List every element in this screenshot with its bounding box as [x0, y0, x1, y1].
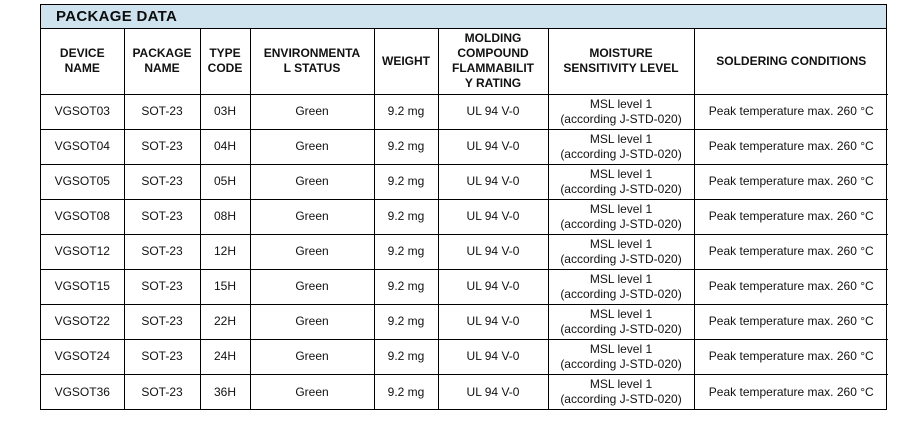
cell-flammability-rating: UL 94 V-0 [437, 93, 549, 130]
table-row: VGSOT08 SOT-23 08H Green 9.2 mg UL 94 V-… [41, 198, 888, 235]
column-header-environmental-status: ENVIRONMENTA L STATUS [249, 29, 375, 95]
table-body: VGSOT03 SOT-23 03H Green 9.2 mg UL 94 V-… [41, 93, 888, 409]
cell-package-name: SOT-23 [123, 233, 201, 270]
cell-type-code: 36H [199, 373, 251, 409]
table-row: VGSOT24 SOT-23 24H Green 9.2 mg UL 94 V-… [41, 338, 888, 375]
cell-soldering-conditions: Peak temperature max. 260 °C [693, 163, 888, 200]
cell-soldering-conditions: Peak temperature max. 260 °C [693, 93, 888, 130]
cell-package-name: SOT-23 [123, 93, 201, 130]
package-data-table: PACKAGE DATA DEVICE NAME PACKAGE NAME TY… [40, 4, 888, 410]
cell-moisture-sensitivity-level: MSL level 1 (according J-STD-020) [547, 233, 695, 270]
cell-moisture-sensitivity-level: MSL level 1 (according J-STD-020) [547, 93, 695, 130]
cell-flammability-rating: UL 94 V-0 [437, 373, 549, 409]
cell-moisture-sensitivity-level: MSL level 1 (according J-STD-020) [547, 303, 695, 340]
cell-device-name: VGSOT05 [41, 163, 125, 200]
cell-environmental-status: Green [249, 163, 375, 200]
cell-weight: 9.2 mg [373, 268, 439, 305]
table-row: VGSOT22 SOT-23 22H Green 9.2 mg UL 94 V-… [41, 303, 888, 340]
cell-environmental-status: Green [249, 233, 375, 270]
column-header-soldering-conditions: SOLDERING CONDITIONS [693, 29, 888, 95]
cell-weight: 9.2 mg [373, 233, 439, 270]
cell-soldering-conditions: Peak temperature max. 260 °C [693, 128, 888, 165]
cell-moisture-sensitivity-level: MSL level 1 (according J-STD-020) [547, 163, 695, 200]
cell-type-code: 15H [199, 268, 251, 305]
cell-device-name: VGSOT12 [41, 233, 125, 270]
cell-device-name: VGSOT08 [41, 198, 125, 235]
cell-weight: 9.2 mg [373, 198, 439, 235]
cell-type-code: 05H [199, 163, 251, 200]
table-title: PACKAGE DATA [41, 5, 886, 29]
table-header-row: DEVICE NAME PACKAGE NAME TYPE CODE ENVIR… [41, 29, 888, 95]
cell-soldering-conditions: Peak temperature max. 260 °C [693, 373, 888, 409]
table-row: VGSOT03 SOT-23 03H Green 9.2 mg UL 94 V-… [41, 93, 888, 130]
cell-type-code: 08H [199, 198, 251, 235]
cell-type-code: 04H [199, 128, 251, 165]
cell-moisture-sensitivity-level: MSL level 1 (according J-STD-020) [547, 373, 695, 409]
cell-flammability-rating: UL 94 V-0 [437, 303, 549, 340]
cell-environmental-status: Green [249, 198, 375, 235]
cell-weight: 9.2 mg [373, 373, 439, 409]
cell-environmental-status: Green [249, 303, 375, 340]
cell-device-name: VGSOT24 [41, 338, 125, 375]
cell-device-name: VGSOT22 [41, 303, 125, 340]
cell-environmental-status: Green [249, 93, 375, 130]
table-row: VGSOT15 SOT-23 15H Green 9.2 mg UL 94 V-… [41, 268, 888, 305]
cell-package-name: SOT-23 [123, 338, 201, 375]
cell-type-code: 22H [199, 303, 251, 340]
table-row: VGSOT04 SOT-23 04H Green 9.2 mg UL 94 V-… [41, 128, 888, 165]
cell-type-code: 03H [199, 93, 251, 130]
column-header-moisture-sensitivity-level: MOISTURE SENSITIVITY LEVEL [547, 29, 695, 95]
cell-soldering-conditions: Peak temperature max. 260 °C [693, 198, 888, 235]
table-row: VGSOT05 SOT-23 05H Green 9.2 mg UL 94 V-… [41, 163, 888, 200]
cell-weight: 9.2 mg [373, 163, 439, 200]
cell-moisture-sensitivity-level: MSL level 1 (according J-STD-020) [547, 268, 695, 305]
cell-package-name: SOT-23 [123, 128, 201, 165]
cell-soldering-conditions: Peak temperature max. 260 °C [693, 233, 888, 270]
cell-flammability-rating: UL 94 V-0 [437, 198, 549, 235]
cell-device-name: VGSOT04 [41, 128, 125, 165]
cell-package-name: SOT-23 [123, 303, 201, 340]
cell-flammability-rating: UL 94 V-0 [437, 233, 549, 270]
cell-type-code: 24H [199, 338, 251, 375]
cell-weight: 9.2 mg [373, 128, 439, 165]
cell-weight: 9.2 mg [373, 338, 439, 375]
cell-environmental-status: Green [249, 338, 375, 375]
cell-flammability-rating: UL 94 V-0 [437, 128, 549, 165]
data-table: DEVICE NAME PACKAGE NAME TYPE CODE ENVIR… [41, 29, 888, 409]
cell-package-name: SOT-23 [123, 198, 201, 235]
cell-moisture-sensitivity-level: MSL level 1 (according J-STD-020) [547, 338, 695, 375]
cell-device-name: VGSOT15 [41, 268, 125, 305]
cell-package-name: SOT-23 [123, 373, 201, 409]
column-header-type-code: TYPE CODE [199, 29, 251, 95]
cell-moisture-sensitivity-level: MSL level 1 (according J-STD-020) [547, 128, 695, 165]
cell-environmental-status: Green [249, 373, 375, 409]
cell-weight: 9.2 mg [373, 93, 439, 130]
cell-moisture-sensitivity-level: MSL level 1 (according J-STD-020) [547, 198, 695, 235]
cell-weight: 9.2 mg [373, 303, 439, 340]
cell-device-name: VGSOT36 [41, 373, 125, 409]
column-header-device-name: DEVICE NAME [41, 29, 125, 95]
cell-environmental-status: Green [249, 128, 375, 165]
cell-flammability-rating: UL 94 V-0 [437, 268, 549, 305]
table-row: VGSOT36 SOT-23 36H Green 9.2 mg UL 94 V-… [41, 373, 888, 409]
column-header-weight: WEIGHT [373, 29, 439, 95]
table-row: VGSOT12 SOT-23 12H Green 9.2 mg UL 94 V-… [41, 233, 888, 270]
cell-package-name: SOT-23 [123, 268, 201, 305]
column-header-package-name: PACKAGE NAME [123, 29, 201, 95]
cell-type-code: 12H [199, 233, 251, 270]
cell-soldering-conditions: Peak temperature max. 260 °C [693, 268, 888, 305]
cell-soldering-conditions: Peak temperature max. 260 °C [693, 303, 888, 340]
cell-device-name: VGSOT03 [41, 93, 125, 130]
cell-flammability-rating: UL 94 V-0 [437, 163, 549, 200]
cell-package-name: SOT-23 [123, 163, 201, 200]
cell-flammability-rating: UL 94 V-0 [437, 338, 549, 375]
cell-soldering-conditions: Peak temperature max. 260 °C [693, 338, 888, 375]
cell-environmental-status: Green [249, 268, 375, 305]
column-header-flammability-rating: MOLDING COMPOUND FLAMMABILIT Y RATING [437, 29, 549, 95]
